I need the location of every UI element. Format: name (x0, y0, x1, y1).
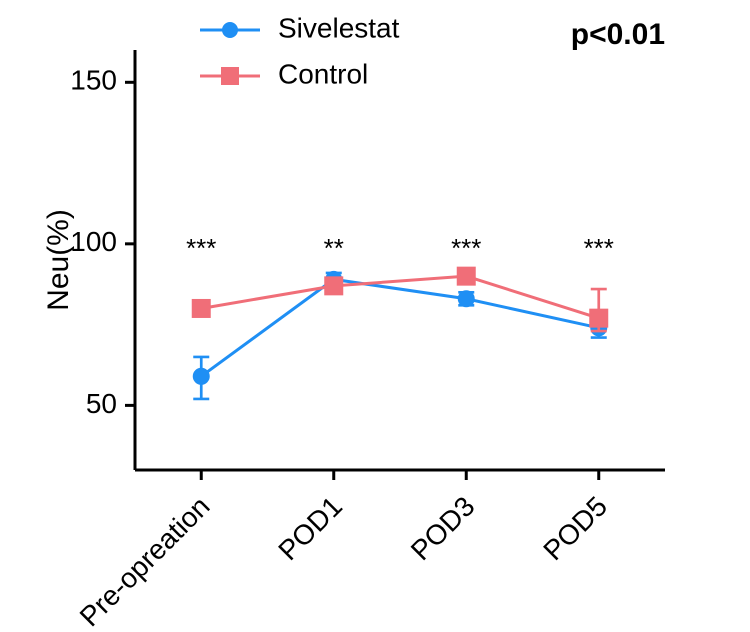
x-tick-label: Pre-opreation (74, 490, 216, 632)
y-axis-label: Neu(%) (42, 209, 75, 311)
neu-line-chart: 50 100 150 Neu(%) Pre-opreation POD1 POD3 POD5 *… (0, 0, 750, 632)
legend-label: Sivelestat (278, 12, 400, 43)
legend-marker (221, 67, 239, 85)
series-marker (325, 277, 343, 295)
series-marker (590, 309, 608, 327)
legend-label: Control (278, 58, 368, 89)
significance-label: *** (584, 233, 614, 263)
series-marker (193, 368, 209, 384)
significance-label: *** (451, 233, 481, 263)
series-line (201, 276, 599, 318)
legend-marker (222, 22, 238, 38)
series-line (201, 279, 599, 376)
significance-label: *** (186, 233, 216, 263)
x-tick-label: POD3 (405, 490, 481, 566)
significance-label: ** (324, 233, 344, 263)
p-value-label: p<0.01 (571, 18, 665, 51)
x-tick-label: POD1 (272, 490, 348, 566)
x-tick-label: POD5 (537, 490, 613, 566)
series-marker (457, 267, 475, 285)
series-marker (192, 299, 210, 317)
y-tick-label: 100 (70, 226, 117, 257)
y-tick-label: 150 (70, 65, 117, 96)
y-tick-label: 50 (86, 388, 117, 419)
series-marker (458, 291, 474, 307)
